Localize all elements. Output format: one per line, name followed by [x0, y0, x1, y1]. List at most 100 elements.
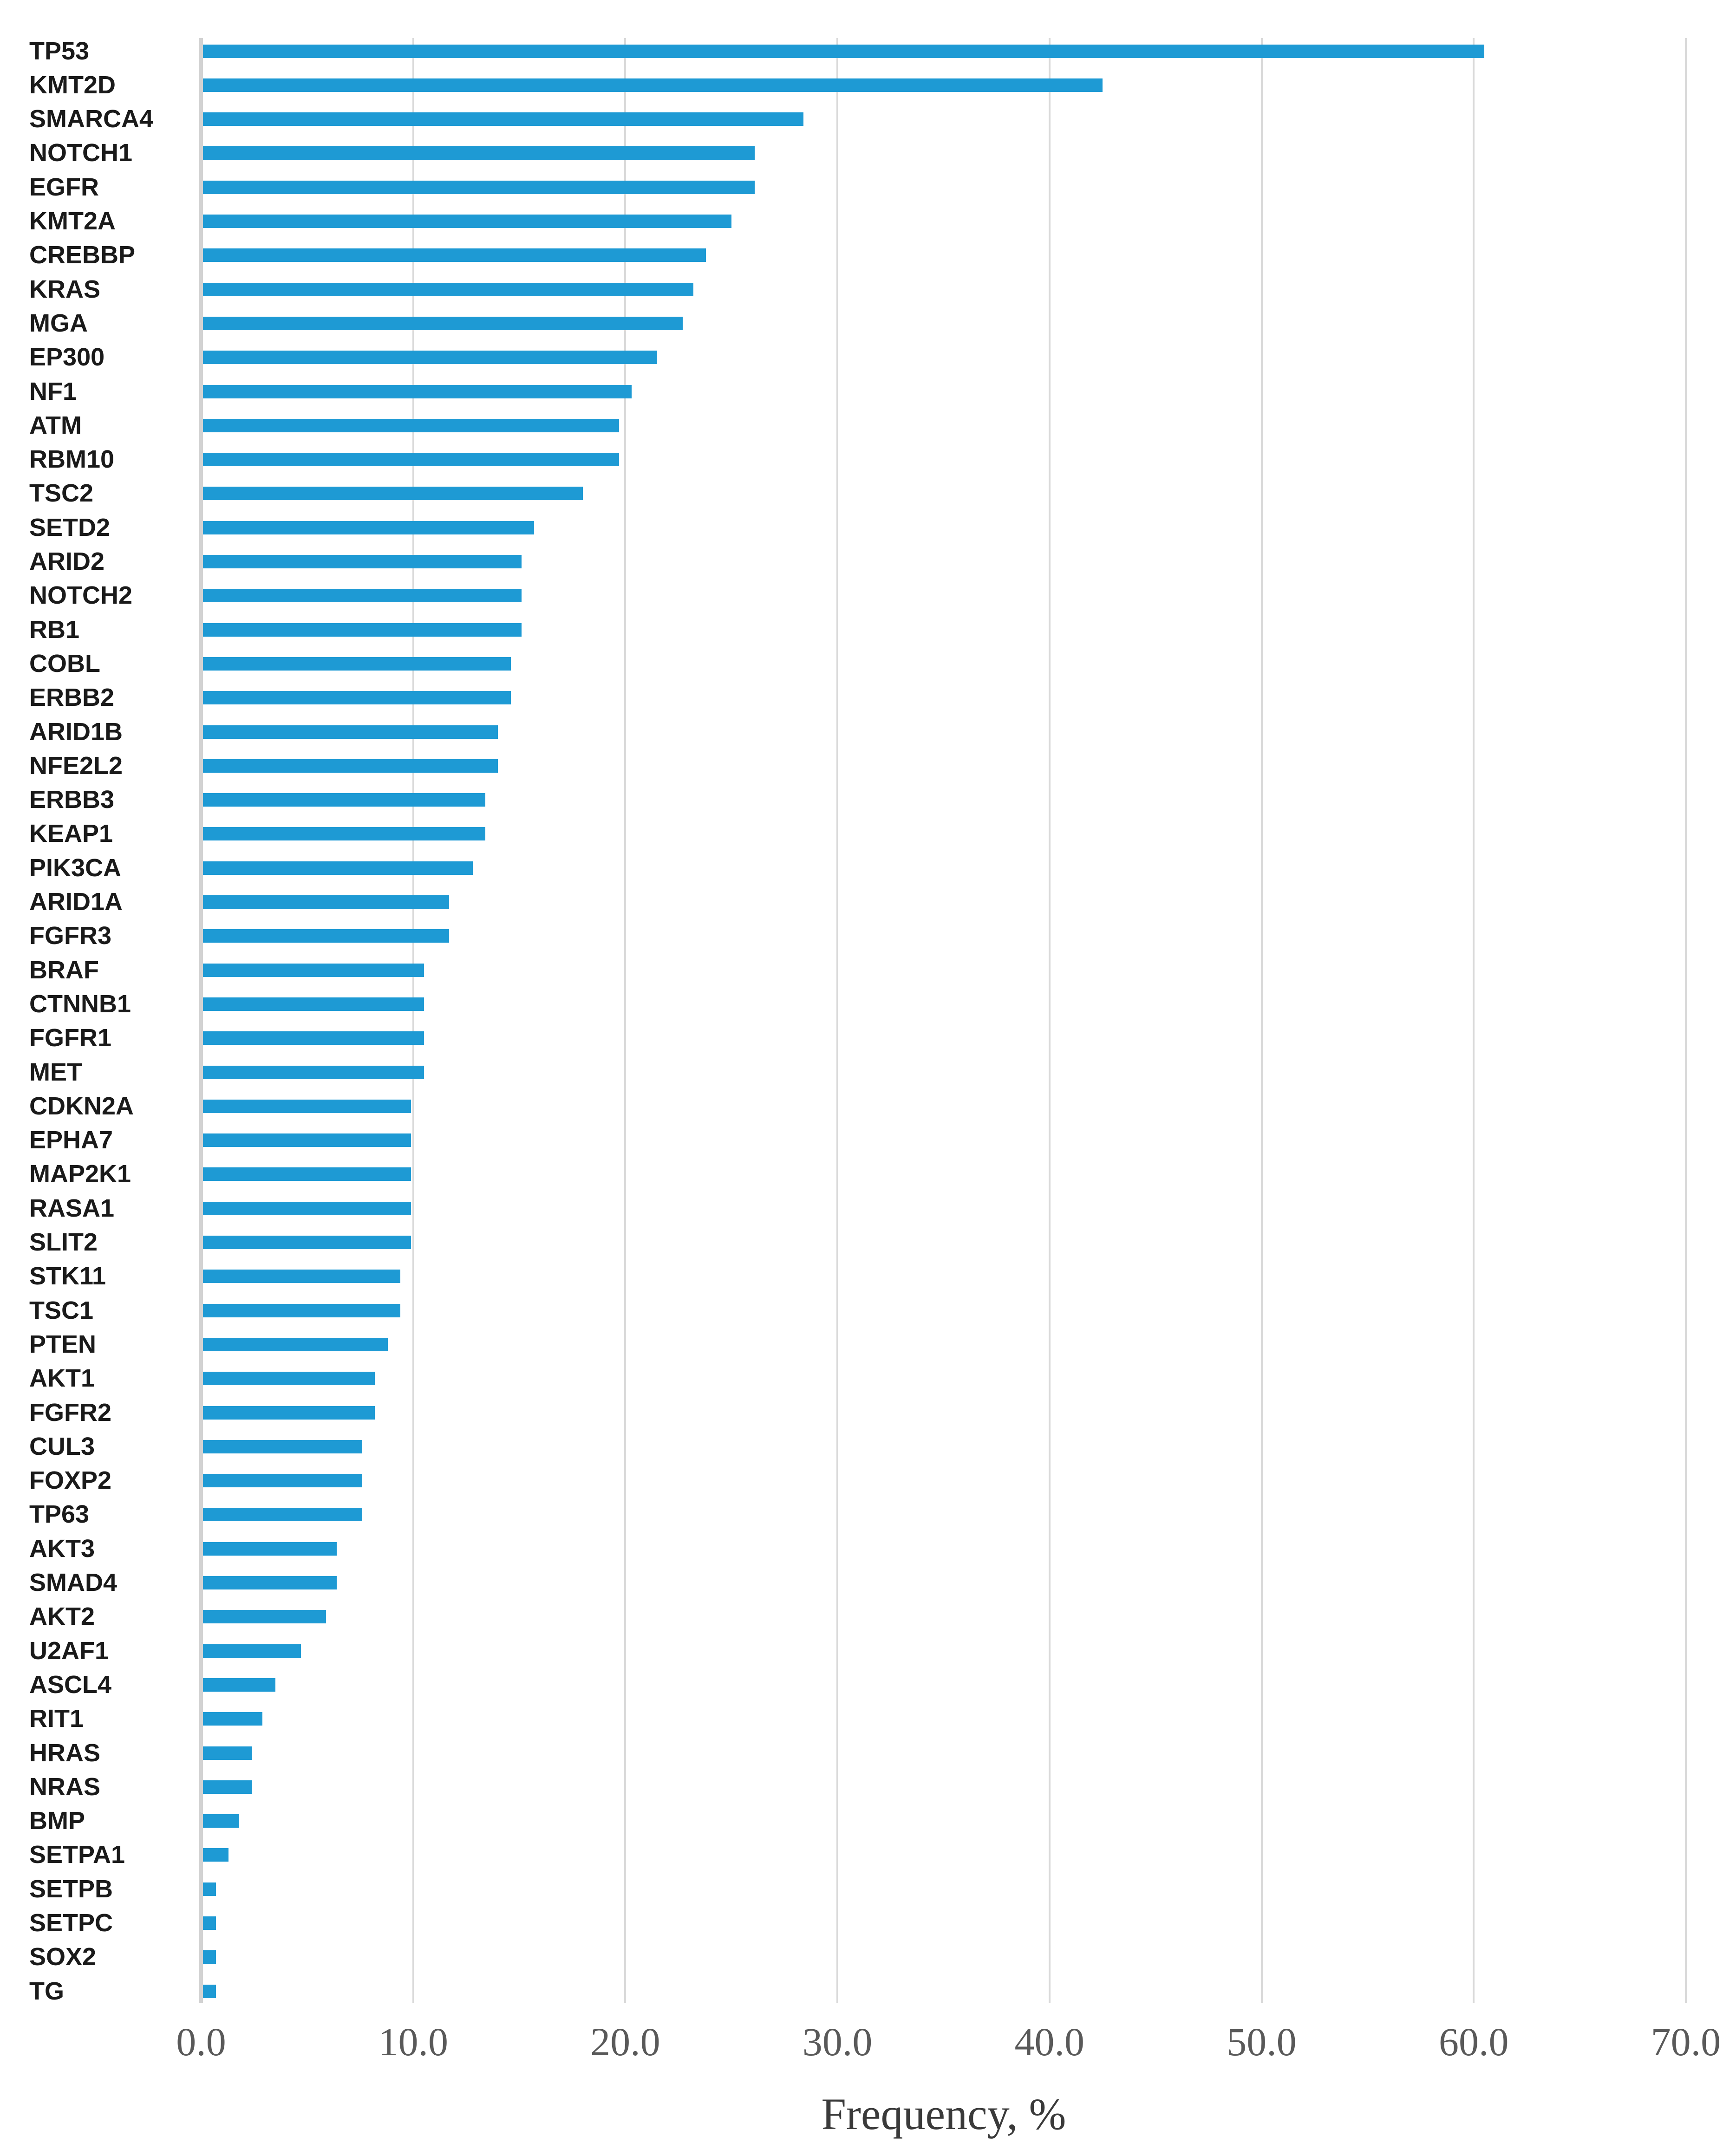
gene-label-TP63: TP63: [29, 1500, 90, 1529]
gene-label-BRAF: BRAF: [29, 956, 99, 984]
gene-label-SOX2: SOX2: [29, 1943, 97, 1971]
bar-NFE2L2: [203, 759, 498, 773]
gene-label-RASA1: RASA1: [29, 1194, 115, 1222]
bar-ASCL4: [203, 1678, 275, 1692]
bar-KEAP1: [203, 827, 485, 841]
bar-CUL3: [203, 1440, 363, 1453]
x-axis-title: Frequency, %: [821, 2089, 1066, 2139]
gene-label-CREBBP: CREBBP: [29, 241, 136, 269]
bar-U2AF1: [203, 1644, 301, 1658]
bar-EP300: [203, 351, 657, 365]
x-tick-label-60.0: 60.0: [1438, 2019, 1509, 2064]
gene-label-FOXP2: FOXP2: [29, 1466, 112, 1495]
gene-label-PTEN: PTEN: [29, 1330, 97, 1358]
gene-label-FGFR2: FGFR2: [29, 1398, 112, 1426]
bar-RBM10: [203, 453, 619, 467]
bar-AKT3: [203, 1542, 337, 1556]
bar-AKT1: [203, 1372, 375, 1386]
gene-label-SETPA1: SETPA1: [29, 1841, 125, 1869]
gene-label-MET: MET: [29, 1058, 82, 1086]
gene-label-FGFR3: FGFR3: [29, 922, 112, 950]
gene-label-TP53: TP53: [29, 37, 90, 65]
bar-BRAF: [203, 963, 424, 977]
gene-label-CTNNB1: CTNNB1: [29, 990, 131, 1018]
gene-label-COBL: COBL: [29, 649, 100, 677]
gene-label-TSC1: TSC1: [29, 1296, 94, 1324]
gene-label-NF1: NF1: [29, 377, 77, 405]
bar-NOTCH1: [203, 146, 755, 160]
bar-TG: [203, 1984, 216, 1998]
bar-RASA1: [203, 1201, 411, 1215]
gene-label-ATM: ATM: [29, 411, 82, 439]
gene-label-STK11: STK11: [29, 1262, 106, 1290]
bar-MAP2K1: [203, 1167, 411, 1181]
bar-SLIT2: [203, 1236, 411, 1249]
bar-SETPA1: [203, 1848, 229, 1862]
gene-label-NFE2L2: NFE2L2: [29, 751, 123, 780]
bar-MGA: [203, 316, 683, 330]
bar-SETPC: [203, 1916, 216, 1930]
gene-label-TSC2: TSC2: [29, 479, 94, 508]
bar-ARID2: [203, 555, 522, 568]
bar-TSC1: [203, 1303, 401, 1317]
x-tick-label-0.0: 0.0: [176, 2019, 226, 2064]
gene-label-SMAD4: SMAD4: [29, 1569, 117, 1596]
bar-RB1: [203, 623, 522, 637]
gene-label-MGA: MGA: [29, 309, 88, 337]
bar-ERBB3: [203, 793, 485, 807]
gene-label-NOTCH1: NOTCH1: [29, 139, 133, 167]
gene-label-ERBB3: ERBB3: [29, 786, 115, 814]
gene-label-RIT1: RIT1: [29, 1705, 84, 1733]
bar-STK11: [203, 1270, 401, 1283]
gene-label-HRAS: HRAS: [29, 1739, 101, 1767]
bar-EGFR: [203, 180, 755, 194]
bar-BMP: [203, 1814, 240, 1828]
gene-label-EP300: EP300: [29, 343, 105, 371]
bar-SOX2: [203, 1950, 216, 1964]
x-tick-label-30.0: 30.0: [802, 2019, 873, 2064]
gridline-x-60: [1473, 38, 1475, 2003]
gene-label-EPHA7: EPHA7: [29, 1126, 113, 1154]
gene-label-SETPB: SETPB: [29, 1875, 113, 1903]
bar-FGFR1: [203, 1031, 424, 1045]
bar-ARID1A: [203, 895, 450, 909]
bar-ERBB2: [203, 691, 511, 705]
bar-KMT2A: [203, 215, 731, 228]
bar-SMAD4: [203, 1576, 337, 1589]
bar-FGFR3: [203, 929, 450, 943]
gene-label-NRAS: NRAS: [29, 1772, 101, 1801]
bar-NOTCH2: [203, 589, 522, 603]
bar-NF1: [203, 384, 632, 398]
bar-EPHA7: [203, 1133, 411, 1147]
bar-CDKN2A: [203, 1099, 411, 1113]
bar-CTNNB1: [203, 997, 424, 1011]
x-tick-label-10.0: 10.0: [378, 2019, 448, 2064]
gene-label-AKT1: AKT1: [29, 1364, 95, 1393]
gene-label-KRAS: KRAS: [29, 275, 101, 303]
bar-AKT2: [203, 1610, 326, 1624]
gene-label-SETD2: SETD2: [29, 513, 111, 541]
x-tick-label-40.0: 40.0: [1014, 2019, 1085, 2064]
gene-label-SMARCA4: SMARCA4: [29, 105, 154, 133]
x-tick-label-70.0: 70.0: [1651, 2019, 1721, 2064]
gene-label-RB1: RB1: [29, 615, 80, 644]
bar-RIT1: [203, 1712, 263, 1726]
bar-TP63: [203, 1508, 363, 1522]
gene-label-TG: TG: [29, 1977, 64, 2005]
gene-label-U2AF1: U2AF1: [29, 1636, 109, 1665]
bar-TSC2: [203, 487, 583, 501]
x-tick-label-20.0: 20.0: [590, 2019, 660, 2064]
bar-SMARCA4: [203, 112, 804, 126]
gene-label-BMP: BMP: [29, 1807, 85, 1835]
bar-ATM: [203, 418, 619, 432]
gene-label-NOTCH2: NOTCH2: [29, 581, 133, 610]
gene-label-SETPC: SETPC: [29, 1909, 113, 1937]
bar-HRAS: [203, 1746, 252, 1760]
gene-label-ARID1A: ARID1A: [29, 888, 123, 916]
gene-label-SLIT2: SLIT2: [29, 1228, 98, 1256]
gene-label-RBM10: RBM10: [29, 445, 115, 474]
gridline-x-20: [624, 38, 627, 2003]
gridline-x-10: [412, 38, 414, 2003]
bar-FOXP2: [203, 1474, 363, 1488]
